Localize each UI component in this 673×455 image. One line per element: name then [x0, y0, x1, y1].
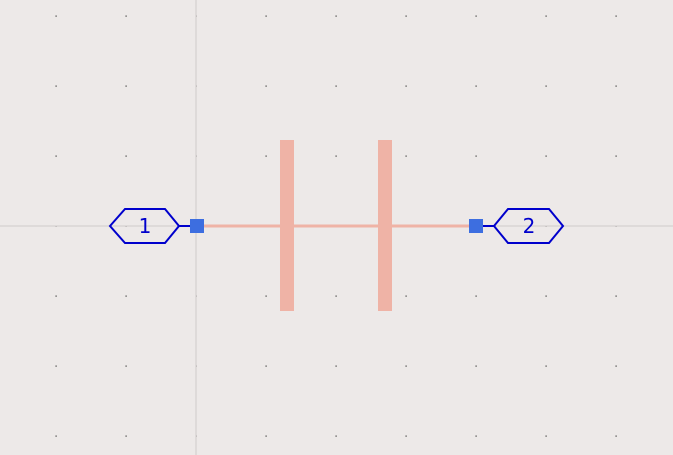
grid-dot [55, 155, 57, 157]
grid-dot [475, 85, 477, 87]
grid-dot [265, 155, 267, 157]
grid-dot [545, 435, 547, 437]
grid-dot [55, 85, 57, 87]
grid-dot [405, 365, 407, 367]
grid-dot [615, 85, 617, 87]
grid-dot [615, 15, 617, 17]
grid-dot [615, 365, 617, 367]
grid-dot [405, 435, 407, 437]
grid-dot [545, 15, 547, 17]
port-1-hexagon[interactable] [108, 208, 181, 244]
grid-dot [125, 85, 127, 87]
grid-dot [475, 295, 477, 297]
grid-dot [265, 435, 267, 437]
grid-dot [545, 85, 547, 87]
port-2[interactable]: 2 [483, 208, 565, 244]
grid-dot [335, 365, 337, 367]
grid-dot [125, 155, 127, 157]
grid-dot [615, 155, 617, 157]
grid-dot [615, 435, 617, 437]
grid-dot [265, 295, 267, 297]
grid-dot [335, 435, 337, 437]
grid-dot [55, 365, 57, 367]
grid-dot [335, 155, 337, 157]
grid-dot [55, 15, 57, 17]
grid-dot [125, 295, 127, 297]
grid-dot [545, 365, 547, 367]
grid-dot [55, 435, 57, 437]
grid-dot [405, 85, 407, 87]
grid-dot [475, 155, 477, 157]
grid-dot [405, 155, 407, 157]
grid-dot [475, 15, 477, 17]
pin-left[interactable] [190, 219, 204, 233]
grid-dot [125, 15, 127, 17]
grid-dot [475, 435, 477, 437]
grid-dot [405, 295, 407, 297]
grid-dot [475, 365, 477, 367]
grid-dot [405, 15, 407, 17]
capacitor-symbol[interactable] [203, 140, 469, 311]
grid-dot [545, 155, 547, 157]
grid-dot [265, 365, 267, 367]
grid-dot [55, 295, 57, 297]
grid-dot [125, 435, 127, 437]
grid-dot [335, 85, 337, 87]
grid-dot [265, 85, 267, 87]
pin-right[interactable] [469, 219, 483, 233]
capacitor-plate-left[interactable] [280, 140, 294, 311]
grid-dot [125, 365, 127, 367]
grid-dot [335, 15, 337, 17]
grid-dot [335, 295, 337, 297]
port-1[interactable]: 1 [108, 208, 190, 244]
grid-dot [545, 295, 547, 297]
capacitor-plate-right[interactable] [378, 140, 392, 311]
port-1-label: 1 [139, 214, 152, 238]
grid-dot [265, 15, 267, 17]
port-2-label: 2 [523, 214, 536, 238]
grid-dot [615, 295, 617, 297]
port-2-hexagon[interactable] [492, 208, 565, 244]
